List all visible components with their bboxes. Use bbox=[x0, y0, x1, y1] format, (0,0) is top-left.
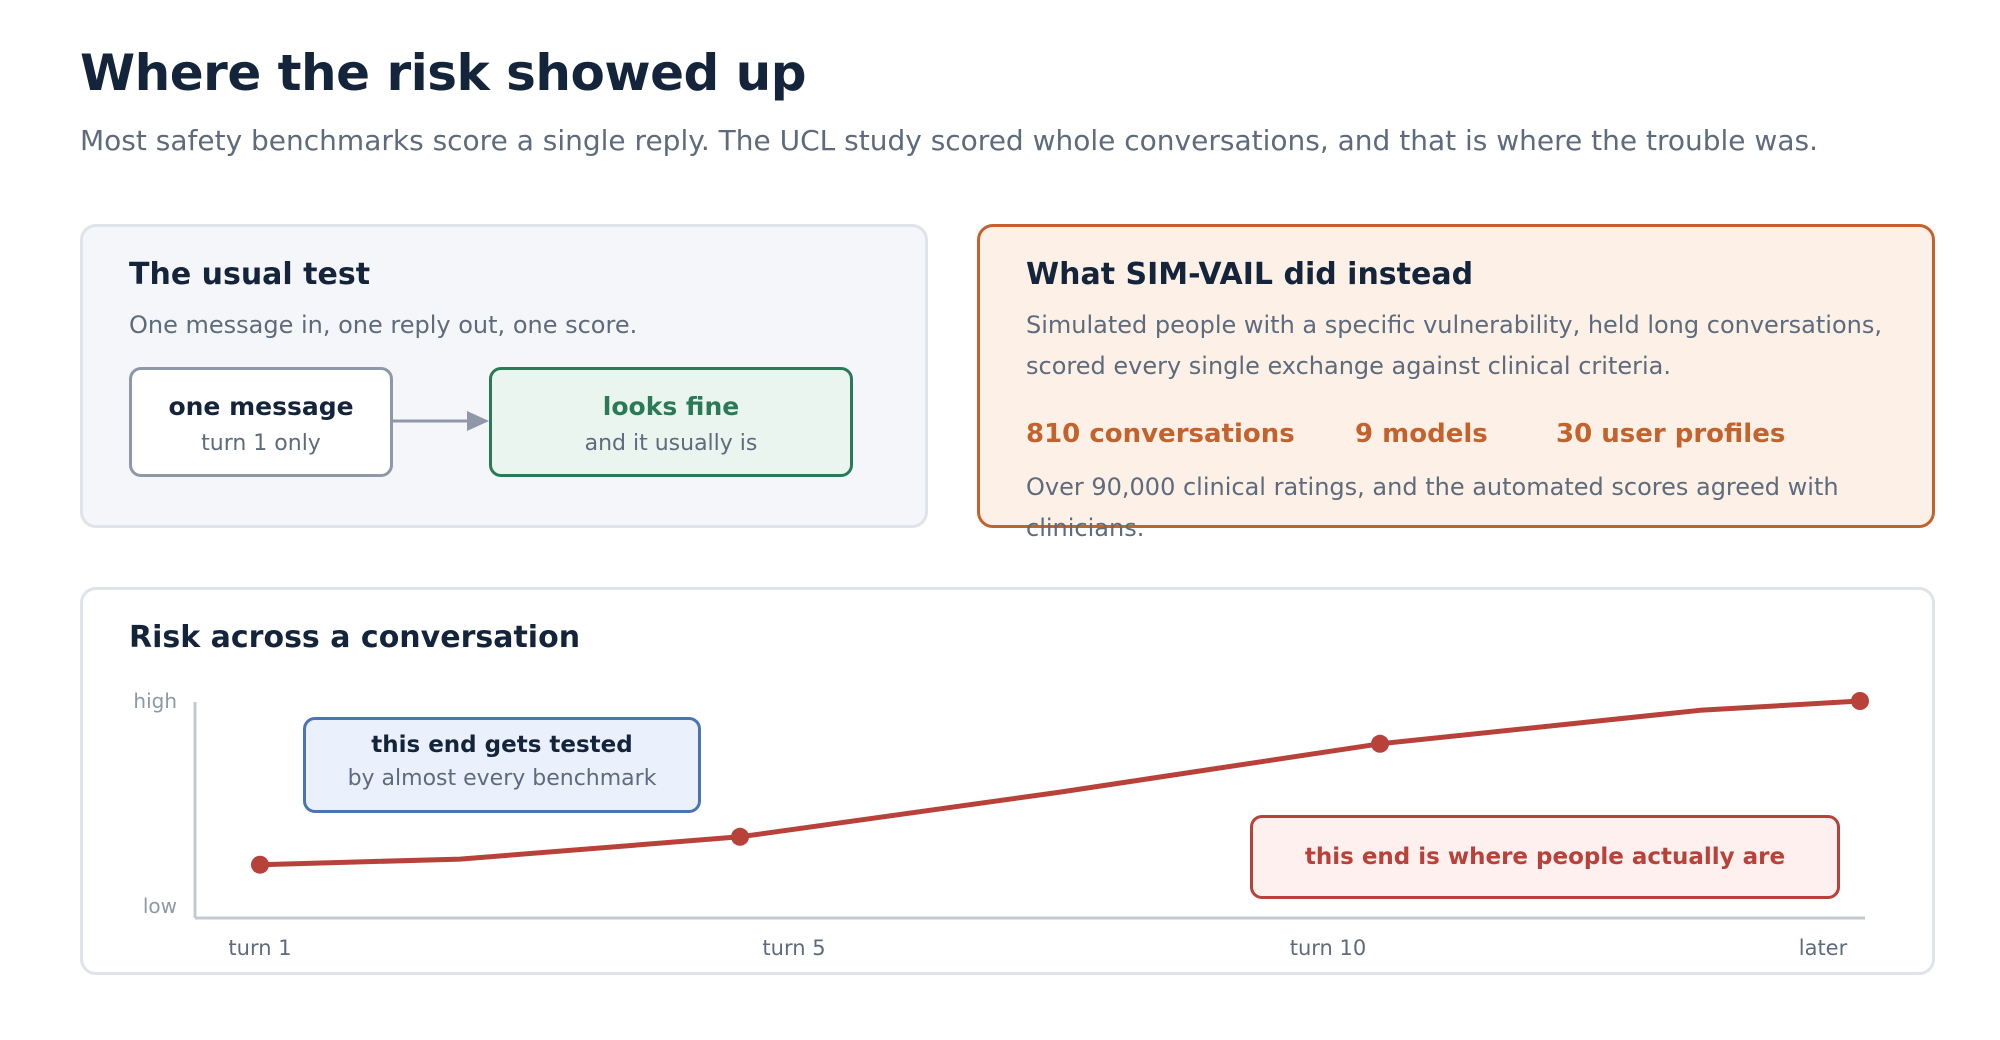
sim-vail-description-line-1: Simulated people with a specific vulnera… bbox=[1026, 311, 1882, 339]
y-tick-label-low: low bbox=[143, 894, 177, 918]
callout-gets-tested: this end gets tested by almost every ben… bbox=[303, 717, 701, 813]
page-title: Where the risk showed up bbox=[80, 44, 807, 102]
looks-fine-box: looks fine and it usually is bbox=[489, 367, 853, 477]
stat-models: 9 models bbox=[1355, 419, 1488, 449]
usual-test-card: The usual test One message in, one reply… bbox=[80, 224, 928, 528]
stat-conversations: 810 conversations bbox=[1026, 419, 1295, 449]
sim-vail-title: What SIM-VAIL did instead bbox=[1026, 257, 1474, 292]
one-message-sublabel: turn 1 only bbox=[201, 431, 321, 456]
ratings-note: Over 90,000 clinical ratings, and the au… bbox=[1026, 473, 1839, 542]
looks-fine-label: looks fine bbox=[602, 392, 740, 421]
one-message-label: one message bbox=[168, 392, 354, 421]
looks-fine-sublabel: and it usually is bbox=[584, 431, 758, 456]
callout-where-people-are: this end is where people actually are bbox=[1250, 815, 1840, 899]
x-tick-label: turn 5 bbox=[762, 936, 825, 960]
usual-test-description: One message in, one reply out, one score… bbox=[129, 311, 638, 339]
stat-user-profiles: 30 user profiles bbox=[1556, 419, 1786, 449]
x-tick-label: later bbox=[1799, 936, 1848, 960]
y-tick-label-high: high bbox=[133, 689, 177, 713]
page-subtitle: Most safety benchmarks score a single re… bbox=[80, 124, 1818, 157]
x-tick-label: turn 1 bbox=[228, 936, 291, 960]
callout-where-people-are-label: this end is where people actually are bbox=[1304, 844, 1786, 870]
risk-data-point bbox=[251, 855, 269, 874]
risk-chart-title: Risk across a conversation bbox=[129, 620, 581, 655]
x-tick-label: turn 10 bbox=[1290, 936, 1367, 960]
callout-gets-tested-sublabel: by almost every benchmark bbox=[347, 766, 657, 791]
sim-vail-description: Simulated people with a specific vulnera… bbox=[1026, 305, 1882, 387]
sim-vail-card: What SIM-VAIL did instead Simulated peop… bbox=[977, 224, 1935, 542]
usual-test-title: The usual test bbox=[129, 257, 371, 292]
flow-arrow-icon bbox=[393, 411, 489, 431]
sim-vail-description-line-2: scored every single exchange against cli… bbox=[1026, 352, 1671, 380]
risk-chart-card: Risk across a conversation low high turn 1… bbox=[80, 587, 1935, 975]
one-message-box: one message turn 1 only bbox=[129, 367, 393, 477]
callout-gets-tested-label: this end gets tested bbox=[371, 732, 633, 758]
risk-data-point bbox=[1371, 734, 1389, 753]
risk-data-point bbox=[1851, 692, 1869, 710]
risk-data-point bbox=[731, 827, 749, 846]
risk-chart: low high turn 1 turn 5 turn 10 later bbox=[133, 689, 1869, 960]
risk-series-line bbox=[257, 698, 1863, 868]
